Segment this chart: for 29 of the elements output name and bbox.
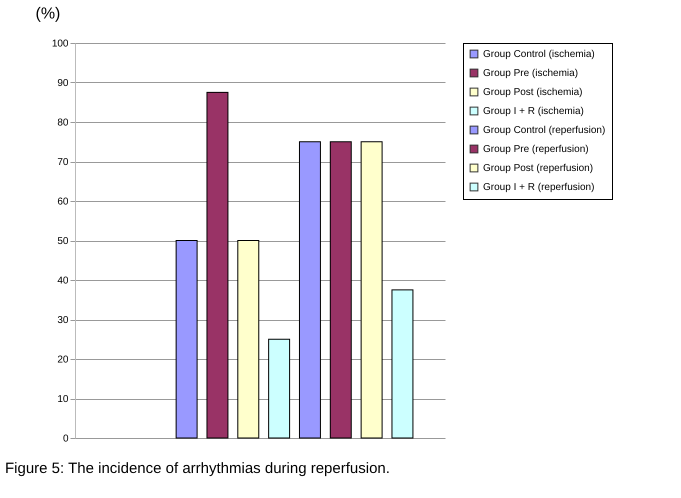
- bar: [330, 141, 352, 438]
- y-tick-label: 100: [52, 38, 69, 50]
- bar: [268, 338, 290, 438]
- legend-label: Group Post (ischemia): [483, 87, 582, 98]
- legend-label: Group Post (reperfusion): [483, 163, 594, 174]
- y-tick-label: 40: [57, 276, 69, 286]
- y-tick-label: 90: [57, 78, 69, 89]
- y-tick-label: 20: [57, 354, 69, 366]
- legend-label: Group Control (ischemia): [483, 49, 595, 60]
- legend-label: Group I + R (ischemia): [483, 106, 584, 117]
- y-tick-label: 50: [57, 236, 69, 247]
- y-tick-label: 30: [57, 315, 69, 326]
- y-tick-label: 70: [57, 157, 69, 168]
- y-tick-label: 60: [57, 196, 69, 208]
- y-tick-label: 80: [57, 118, 69, 128]
- y-tick-label: 0: [62, 434, 69, 444]
- bar: [206, 92, 228, 438]
- legend-label: Group Pre (reperfusion): [483, 144, 589, 155]
- y-axis-title: (%): [36, 6, 60, 22]
- caption: Figure 5: The incidence of arrhythmias during reperfusion.: [5, 460, 390, 477]
- legend-label: Group Control (reperfusion): [483, 125, 606, 136]
- bar: [391, 289, 414, 438]
- bar: [176, 240, 198, 438]
- legend-label: Group I + R (reperfusion): [483, 182, 594, 193]
- bar: [360, 141, 383, 438]
- legend-label: Group Pre (ischemia): [483, 68, 578, 79]
- y-tick-label: 10: [57, 394, 69, 405]
- bar: [237, 240, 260, 438]
- bar: [298, 141, 321, 438]
